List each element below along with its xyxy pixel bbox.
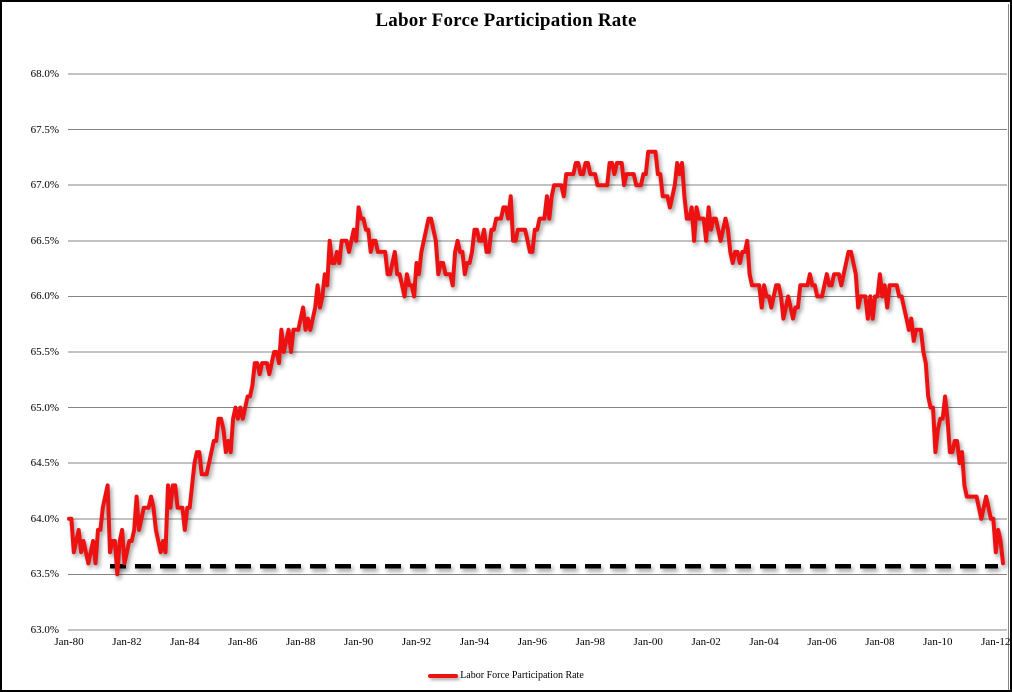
legend-line-swatch	[428, 673, 459, 678]
y-tick-label: 65.0%	[30, 401, 59, 414]
x-tick-label: Jan-94	[459, 636, 490, 648]
x-tick-label: Jan-06	[807, 636, 837, 648]
y-tick-label: 66.5%	[30, 234, 59, 247]
x-tick-label: Jan-84	[170, 636, 200, 648]
x-tick-label: Jan-86	[228, 636, 258, 648]
x-tick-label: Jan-00	[633, 636, 663, 648]
legend: Labor Force Participation Rate	[2, 670, 1010, 681]
y-tick-label: 63.0%	[30, 624, 59, 636]
y-tick-label: 65.5%	[30, 346, 59, 358]
y-tick-label: 63.5%	[30, 568, 59, 581]
x-tick-label: Jan-90	[343, 636, 374, 648]
y-tick-label: 67.0%	[30, 179, 59, 192]
x-tick-label: Jan-98	[575, 636, 605, 648]
chart-title: Labor Force Participation Rate	[375, 10, 637, 31]
legend-label: Labor Force Participation Rate	[460, 670, 584, 681]
y-tick-label: 64.5%	[30, 457, 59, 470]
x-tick-label: Jan-04	[749, 636, 779, 648]
y-tick-label: 67.5%	[30, 123, 59, 136]
y-tick-label: 66.0%	[30, 290, 59, 303]
x-tick-label: Jan-10	[923, 636, 953, 648]
x-tick-label: Jan-82	[112, 636, 142, 648]
x-tick-label: Jan-12	[981, 636, 1011, 648]
participation-rate-line	[67, 149, 1005, 577]
x-tick-label: Jan-96	[517, 636, 548, 648]
x-tick-label: Jan-08	[865, 636, 895, 648]
y-tick-label: 68.0%	[30, 68, 59, 80]
x-tick-label: Jan-92	[401, 636, 432, 648]
x-tick-label: Jan-88	[286, 636, 316, 648]
x-tick-label: Jan-02	[691, 636, 721, 648]
x-tick-label: Jan-80	[54, 636, 84, 648]
y-tick-label: 64.0%	[30, 512, 59, 525]
